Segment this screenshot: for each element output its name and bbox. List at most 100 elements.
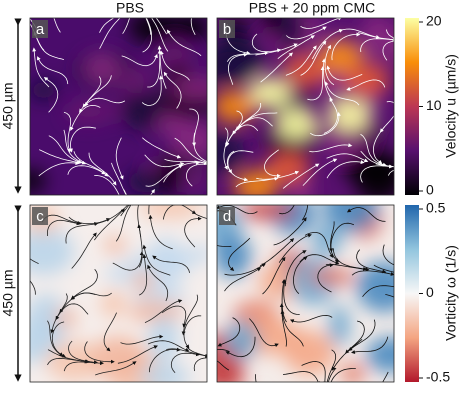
panel-label-box: [219, 207, 235, 225]
streamline: [67, 165, 106, 175]
streamline: [181, 294, 199, 336]
streamline: [32, 47, 50, 88]
streamline: [360, 164, 394, 183]
streamline: [360, 37, 394, 53]
streamline: [379, 101, 394, 133]
streamline: [387, 169, 394, 176]
streamline: [139, 254, 148, 296]
streamline: [235, 176, 279, 188]
streamline: [120, 334, 164, 345]
colorbar-tick-label: -0.5: [426, 369, 450, 385]
streamline: [47, 357, 89, 366]
streamline: [278, 233, 312, 263]
streamline: [162, 205, 197, 220]
streamline: [255, 43, 298, 56]
streamline: [147, 49, 162, 88]
streamline: [84, 341, 115, 364]
streamline: [43, 77, 59, 113]
streamline: [69, 104, 101, 132]
field-map: [30, 18, 207, 195]
streamline: [159, 50, 190, 81]
streamline: [63, 361, 104, 372]
streamline: [30, 280, 36, 295]
streamline: [304, 232, 334, 258]
streamline: [277, 35, 315, 60]
streamline: [331, 338, 363, 371]
streamline: [225, 336, 256, 358]
streamline: [346, 207, 386, 222]
streamline: [33, 31, 65, 60]
streamline: [385, 29, 394, 39]
streamline: [324, 44, 335, 86]
streamline: [300, 18, 343, 29]
streamline: [227, 150, 254, 174]
streamline: [48, 135, 83, 164]
streamline: [63, 111, 72, 153]
panel: [217, 18, 394, 195]
streamline: [307, 66, 325, 101]
streamline: [174, 137, 207, 165]
streamline: [122, 18, 130, 34]
streamline: [163, 160, 201, 183]
panel-label: b: [223, 21, 231, 38]
streamline: [224, 267, 262, 292]
panel-border: [216, 204, 395, 383]
streamline: [324, 81, 360, 106]
colorbar-label: Velocity u (µm/s): [443, 54, 459, 158]
streamline: [323, 97, 338, 134]
streamline: [163, 71, 182, 109]
streamline: [190, 18, 196, 35]
streamline: [38, 161, 80, 177]
streamline: [103, 312, 117, 352]
streamline: [356, 249, 387, 274]
streamline: [142, 244, 171, 276]
streamline: [84, 97, 126, 107]
panel: [30, 205, 207, 382]
streamline: [142, 137, 182, 159]
streamline: [260, 52, 293, 83]
streamline: [144, 299, 183, 323]
panel-label-box: [219, 20, 235, 38]
streamline: [382, 40, 394, 61]
streamline: [145, 18, 152, 35]
streamline: [145, 164, 183, 187]
streamline: [249, 318, 279, 348]
streamline: [310, 111, 341, 137]
streamline: [286, 26, 327, 40]
streamline: [346, 79, 386, 91]
colorbar-tick-label: 0.5: [426, 200, 446, 216]
streamline: [161, 305, 187, 328]
streamline: [273, 217, 307, 246]
streamline: [148, 205, 150, 215]
panel-border: [216, 17, 395, 196]
streamline: [94, 175, 120, 195]
streamline: [112, 251, 144, 271]
streamline: [262, 256, 286, 295]
streamline: [217, 205, 258, 215]
streamline: [282, 371, 320, 382]
streamline: [326, 153, 369, 163]
streamline: [147, 264, 169, 302]
streamline: [142, 18, 152, 53]
colorbar-tick-label: 20: [426, 13, 442, 29]
streamline: [292, 256, 308, 294]
streamline: [63, 129, 86, 165]
streamline: [185, 163, 207, 187]
panel-label: a: [36, 21, 45, 38]
streamline: [166, 29, 202, 57]
streamline: [152, 255, 190, 274]
streamline: [193, 132, 207, 163]
streamline: [235, 117, 273, 131]
streamline: [321, 58, 333, 101]
field-map: [217, 18, 394, 195]
streamline: [155, 18, 167, 35]
panel-label-box: [32, 207, 48, 225]
streamline: [30, 258, 39, 264]
streamline: [300, 40, 327, 76]
panel-label-box: [32, 20, 48, 38]
streamline: [184, 216, 202, 248]
colorbar: [405, 205, 419, 382]
streamline: [120, 205, 130, 217]
streamline: [117, 345, 158, 364]
